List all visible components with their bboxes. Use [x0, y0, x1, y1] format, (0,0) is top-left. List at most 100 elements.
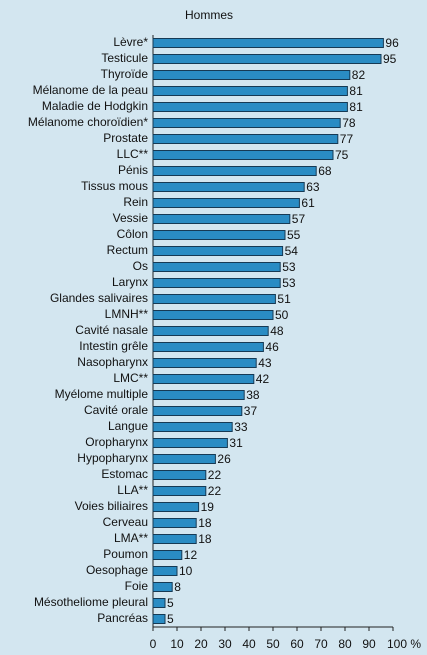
- bar: [152, 262, 281, 272]
- bar: [152, 54, 382, 64]
- x-tick-label: 80: [338, 637, 352, 651]
- value-label: 57: [292, 212, 306, 226]
- y-tick-label: Glandes salivaires: [50, 291, 148, 305]
- y-tick-label: Testicule: [101, 51, 148, 65]
- y-tick-label: Poumon: [103, 547, 148, 561]
- bar: [152, 326, 269, 336]
- y-tick-label: Maladie de Hodgkin: [42, 99, 148, 113]
- value-label: 82: [352, 68, 366, 82]
- y-tick-label: Rectum: [107, 243, 148, 257]
- x-tick-label: 60: [290, 637, 304, 651]
- bar: [152, 454, 216, 464]
- bar: [152, 118, 341, 128]
- y-tick-label: LMC**: [113, 371, 148, 385]
- value-label: 48: [270, 324, 284, 338]
- bar: [152, 246, 284, 256]
- bar: [152, 534, 197, 544]
- bar: [152, 438, 228, 448]
- y-tick-label: LMA**: [114, 531, 148, 545]
- value-label: 81: [349, 100, 363, 114]
- bar: [152, 134, 339, 144]
- y-tick-label: Estomac: [101, 467, 148, 481]
- bar: [152, 166, 317, 176]
- bar: [152, 582, 173, 592]
- y-tick-label: Rein: [123, 195, 148, 209]
- x-tick-label: 0: [150, 637, 157, 651]
- x-tick-label: 50: [266, 637, 280, 651]
- x-tick-label: 20: [194, 637, 208, 651]
- bar: [152, 566, 178, 576]
- value-label: 22: [208, 468, 222, 482]
- bar: [152, 102, 348, 112]
- value-label: 10: [179, 564, 193, 578]
- y-tick-label: Cerveau: [103, 515, 148, 529]
- bar: [152, 214, 291, 224]
- x-tick-label: 10: [170, 637, 184, 651]
- y-tick-label: Pénis: [118, 163, 148, 177]
- y-tick-label: LLC**: [117, 147, 149, 161]
- value-label: 12: [184, 548, 198, 562]
- bar: [152, 470, 207, 480]
- bar: [152, 406, 243, 416]
- y-tick-label: Myélome multiple: [55, 387, 149, 401]
- y-tick-label: Vessie: [113, 211, 149, 225]
- y-tick-label: LLA**: [117, 483, 148, 497]
- bar: [152, 342, 264, 352]
- x-tick-label: 40: [242, 637, 256, 651]
- y-tick-label: Thyroïde: [101, 67, 149, 81]
- bar: [152, 502, 200, 512]
- value-label: 96: [385, 36, 399, 50]
- value-label: 54: [285, 244, 299, 258]
- value-label: 5: [167, 612, 174, 626]
- value-label: 22: [208, 484, 222, 498]
- value-label: 38: [246, 388, 260, 402]
- bar: [152, 310, 274, 320]
- y-tick-label: Os: [133, 259, 148, 273]
- bar: [152, 550, 183, 560]
- bar: [152, 278, 281, 288]
- y-tick-label: Langue: [108, 419, 148, 433]
- value-label: 19: [201, 500, 215, 514]
- x-tick-label: 30: [218, 637, 232, 651]
- y-tick-label: Voies biliaires: [75, 499, 148, 513]
- value-label: 61: [301, 196, 315, 210]
- y-tick-label: Cavité orale: [84, 403, 148, 417]
- value-label: 55: [287, 228, 301, 242]
- bar: [152, 294, 276, 304]
- x-tick-label: 70: [314, 637, 328, 651]
- bar: [152, 374, 255, 384]
- value-label: 68: [318, 164, 332, 178]
- y-tick-label: Intestin grêle: [79, 339, 148, 353]
- y-tick-label: Nasopharynx: [77, 355, 148, 369]
- y-tick-label: Tissus mous: [81, 179, 148, 193]
- bar: [152, 38, 384, 48]
- value-label: 53: [282, 276, 296, 290]
- value-label: 50: [275, 308, 289, 322]
- value-label: 43: [258, 356, 272, 370]
- bar: [152, 422, 233, 432]
- y-tick-label: Oesophage: [86, 563, 148, 577]
- bar: [152, 614, 166, 624]
- bar: [152, 230, 286, 240]
- y-tick-label: Côlon: [117, 227, 148, 241]
- bar: [152, 182, 305, 192]
- value-label: 42: [256, 372, 270, 386]
- y-tick-label: Mélanome de la peau: [33, 83, 148, 97]
- value-label: 8: [174, 580, 181, 594]
- bar: [152, 86, 348, 96]
- value-label: 26: [217, 452, 231, 466]
- value-label: 63: [306, 180, 320, 194]
- value-label: 5: [167, 596, 174, 610]
- y-tick-label: Prostate: [103, 131, 148, 145]
- value-label: 37: [244, 404, 258, 418]
- bar: [152, 150, 334, 160]
- y-tick-label: Lèvre*: [113, 35, 148, 49]
- chart-title: Hommes: [185, 8, 233, 22]
- bar: [152, 518, 197, 528]
- value-label: 31: [229, 436, 243, 450]
- y-tick-label: Mésotheliome pleural: [34, 595, 148, 609]
- bar: [152, 390, 245, 400]
- x-tick-label: 100 %: [387, 637, 421, 651]
- x-tick-label: 90: [362, 637, 376, 651]
- bar: [152, 486, 207, 496]
